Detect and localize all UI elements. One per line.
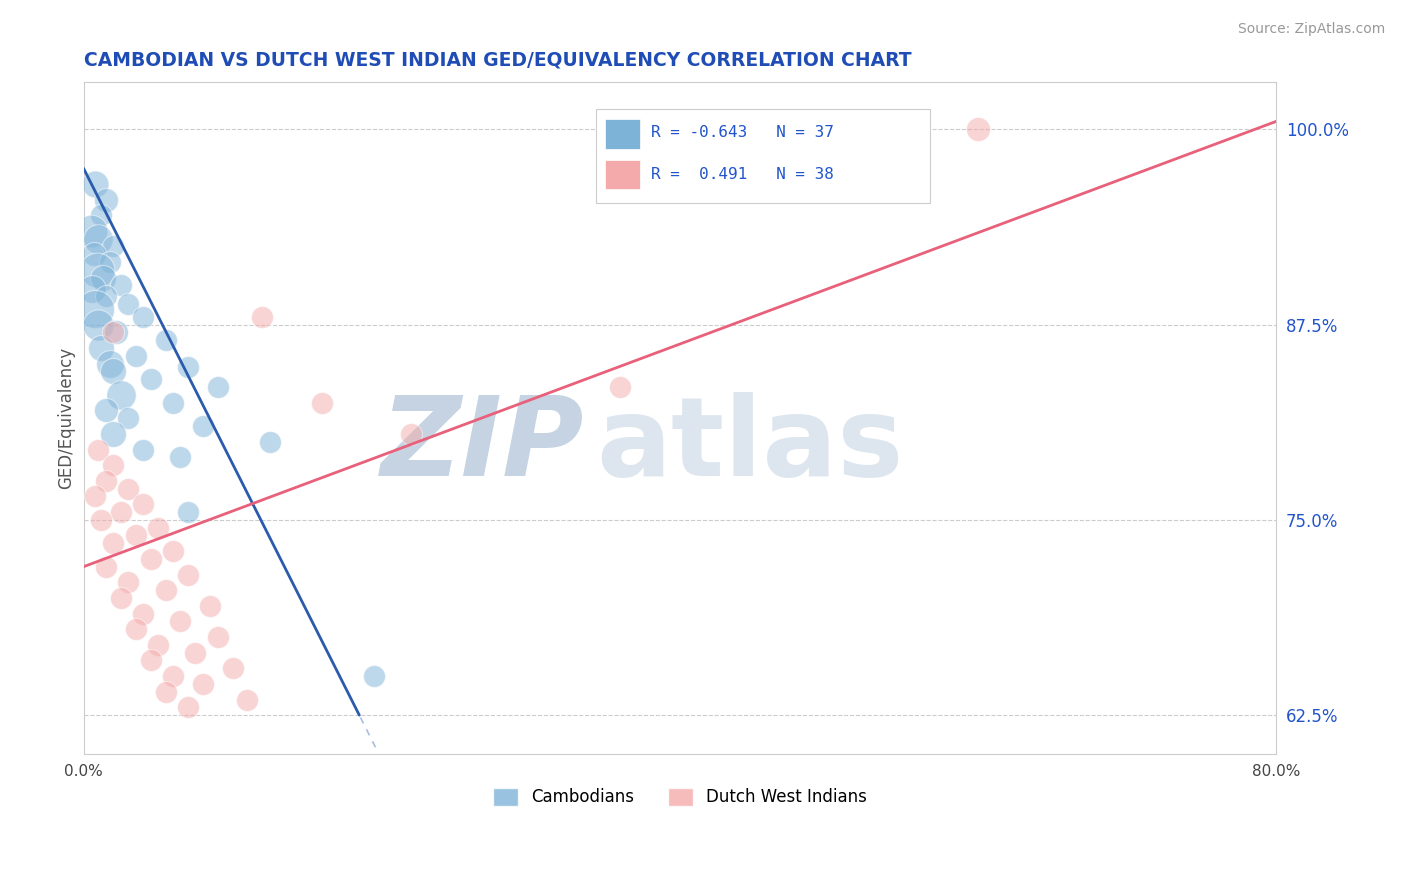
Point xyxy=(139,372,162,386)
Point xyxy=(132,607,155,621)
Point xyxy=(207,630,229,644)
Point xyxy=(98,357,121,371)
Point xyxy=(311,395,333,409)
Text: ZIP: ZIP xyxy=(381,392,585,499)
Point xyxy=(146,521,169,535)
Text: CAMBODIAN VS DUTCH WEST INDIAN GED/EQUIVALENCY CORRELATION CHART: CAMBODIAN VS DUTCH WEST INDIAN GED/EQUIV… xyxy=(83,51,911,70)
Point xyxy=(103,239,125,253)
Legend: Cambodians, Dutch West Indians: Cambodians, Dutch West Indians xyxy=(486,781,873,814)
Point xyxy=(252,310,274,324)
Point xyxy=(155,583,177,598)
Point xyxy=(259,434,281,449)
FancyBboxPatch shape xyxy=(605,160,641,189)
Point xyxy=(90,341,112,355)
Point xyxy=(609,380,631,394)
Point xyxy=(110,591,132,605)
Point xyxy=(155,684,177,698)
Point xyxy=(83,247,105,261)
Point xyxy=(221,661,243,675)
Point xyxy=(98,255,121,269)
Point xyxy=(139,552,162,566)
Point xyxy=(103,326,125,340)
Point xyxy=(117,411,139,425)
Point xyxy=(967,122,990,136)
Point xyxy=(146,638,169,652)
Point xyxy=(103,458,125,472)
Point xyxy=(87,442,110,457)
Point xyxy=(87,231,110,245)
Point xyxy=(191,677,214,691)
Text: atlas: atlas xyxy=(596,392,904,499)
Point xyxy=(177,700,200,714)
Point xyxy=(80,224,103,238)
Point xyxy=(184,646,207,660)
Point xyxy=(103,364,125,378)
Point xyxy=(162,669,184,683)
Point xyxy=(82,282,104,296)
Text: R = -0.643   N = 37: R = -0.643 N = 37 xyxy=(651,125,834,140)
Point xyxy=(200,599,222,613)
Text: Source: ZipAtlas.com: Source: ZipAtlas.com xyxy=(1237,22,1385,37)
Point xyxy=(236,692,259,706)
Point xyxy=(132,497,155,511)
Point xyxy=(94,474,117,488)
Point xyxy=(84,490,107,504)
Point xyxy=(125,622,148,636)
FancyBboxPatch shape xyxy=(605,120,641,149)
Point xyxy=(162,544,184,558)
Point xyxy=(207,380,229,394)
Point xyxy=(191,419,214,434)
Point xyxy=(125,349,148,363)
Point xyxy=(169,615,191,629)
FancyBboxPatch shape xyxy=(596,109,931,203)
Point xyxy=(94,289,117,303)
Point xyxy=(94,559,117,574)
Point xyxy=(105,326,128,340)
Point xyxy=(90,513,112,527)
Point xyxy=(139,653,162,667)
Point xyxy=(103,536,125,550)
Y-axis label: GED/Equivalency: GED/Equivalency xyxy=(58,347,75,490)
Point xyxy=(90,208,112,222)
Point xyxy=(177,567,200,582)
Point xyxy=(363,669,385,683)
Point xyxy=(132,442,155,457)
Point xyxy=(169,450,191,465)
Point xyxy=(86,263,108,277)
Point xyxy=(94,193,117,207)
Point xyxy=(110,278,132,293)
Point xyxy=(125,528,148,542)
Point xyxy=(177,505,200,519)
Point xyxy=(94,403,117,417)
Point xyxy=(117,297,139,311)
Point xyxy=(84,301,107,316)
Point xyxy=(110,505,132,519)
Point xyxy=(132,310,155,324)
Point xyxy=(103,426,125,441)
Point xyxy=(87,318,110,332)
Point xyxy=(162,395,184,409)
Point xyxy=(91,270,114,285)
Point xyxy=(177,359,200,374)
Point xyxy=(155,333,177,347)
Point xyxy=(110,388,132,402)
Point xyxy=(401,426,423,441)
Point xyxy=(117,482,139,496)
Point xyxy=(117,575,139,590)
Point xyxy=(84,177,107,191)
Text: R =  0.491   N = 38: R = 0.491 N = 38 xyxy=(651,167,834,182)
